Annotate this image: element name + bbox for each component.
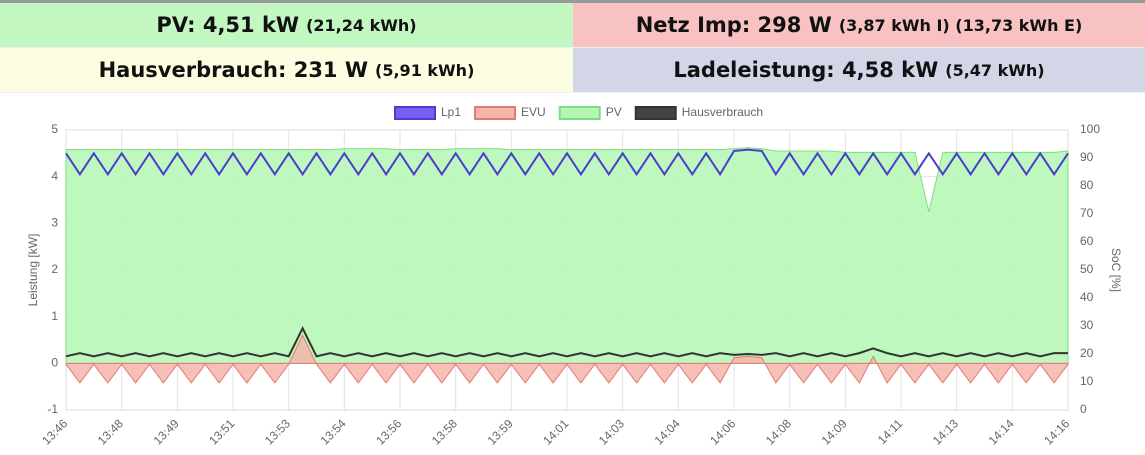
y-tick-label: -1	[47, 402, 58, 416]
x-tick-label: 13:56	[373, 416, 404, 447]
x-tick-label: 13:59	[485, 416, 516, 447]
y2-tick-label: 40	[1080, 290, 1094, 304]
y2-tick-label: 80	[1080, 178, 1094, 192]
x-tick-label: 13:51	[206, 416, 237, 447]
x-tick-label: 14:08	[763, 416, 794, 447]
y2-axis-label: SoC [%]	[1109, 248, 1123, 292]
y2-tick-label: 10	[1080, 374, 1094, 388]
legend-swatch[interactable]	[394, 106, 436, 120]
tile: Hausverbrauch: 231 W (5,91 kWh)	[0, 48, 573, 93]
tile-sub: (21,24 kWh)	[306, 15, 417, 35]
legend-swatch[interactable]	[474, 106, 517, 120]
legend-swatch[interactable]	[634, 106, 677, 120]
header: PV: 4,51 kW (21,24 kWh) Netz Imp: 298 W (3…	[0, 0, 1145, 93]
tile-main: Netz Imp: 298 W	[635, 13, 832, 37]
tile: Netz Imp: 298 W (3,87 kWh I) (13,73 kWh E…	[573, 3, 1145, 48]
x-tick-label: 13:49	[151, 416, 182, 447]
x-tick-label: 14:16	[1041, 416, 1072, 447]
y-axis-label: Leistung [kW]	[26, 234, 40, 307]
y-tick-label: 2	[51, 262, 58, 276]
legend-label[interactable]: Hausverbrauch	[682, 105, 763, 119]
y-tick-label: 4	[51, 169, 58, 183]
line	[65, 148, 1069, 177]
x-tick-label: 13:48	[95, 416, 126, 447]
x-tick-label: 13:54	[318, 416, 349, 447]
legend-label[interactable]: EVU	[521, 105, 546, 119]
tile-main: Hausverbrauch: 231 W	[98, 58, 369, 82]
y-tick-label: 0	[51, 356, 58, 370]
tile-sub: (5,47 kWh)	[945, 60, 1045, 80]
tile-main: Ladeleistung: 4,58 kW	[673, 58, 939, 82]
x-tick-label: 14:03	[596, 416, 627, 447]
x-tick-label: 14:01	[540, 416, 571, 447]
x-tick-label: 14:06	[707, 416, 738, 447]
y2-tick-label: 0	[1080, 402, 1087, 416]
area	[65, 147, 1069, 364]
x-tick-label: 13:53	[262, 416, 293, 447]
y2-tick-label: 100	[1080, 122, 1100, 136]
line	[65, 326, 1068, 358]
y-tick-label: 5	[51, 122, 58, 136]
x-tick-label: 14:13	[930, 416, 961, 447]
tile: Ladeleistung: 4,58 kW (5,47 kWh)	[573, 48, 1145, 93]
y2-tick-label: 50	[1080, 262, 1094, 276]
y2-tick-label: 30	[1080, 318, 1094, 332]
y-tick-label: 3	[51, 216, 58, 230]
area	[65, 334, 1069, 384]
y-tick-label: 1	[51, 309, 58, 323]
y2-tick-label: 60	[1080, 234, 1094, 248]
tile: PV: 4,51 kW (21,24 kWh)	[0, 3, 573, 48]
legend-swatch[interactable]	[558, 106, 601, 120]
tile-main: PV: 4,51 kW	[156, 13, 300, 37]
tile-sub: (5,91 kWh)	[375, 60, 475, 80]
legend-label[interactable]: PV	[606, 105, 622, 119]
x-tick-label: 14:04	[652, 416, 683, 447]
x-tick-label: 13:58	[429, 416, 460, 447]
tile-sub: (3,87 kWh I) (13,73 kWh E)	[838, 15, 1083, 35]
legend-label[interactable]: Lp1	[441, 105, 461, 119]
x-tick-label: 14:11	[875, 416, 906, 447]
y2-tick-label: 90	[1080, 150, 1094, 164]
x-tick-label: 14:14	[986, 416, 1017, 447]
x-tick-label: 13:46	[39, 416, 70, 447]
y2-tick-label: 20	[1080, 346, 1094, 360]
chart: Leistung [kW] SoC [%] -10123450102030405…	[26, 105, 1123, 447]
y2-tick-label: 70	[1080, 206, 1094, 220]
x-tick-label: 14:09	[819, 416, 850, 447]
